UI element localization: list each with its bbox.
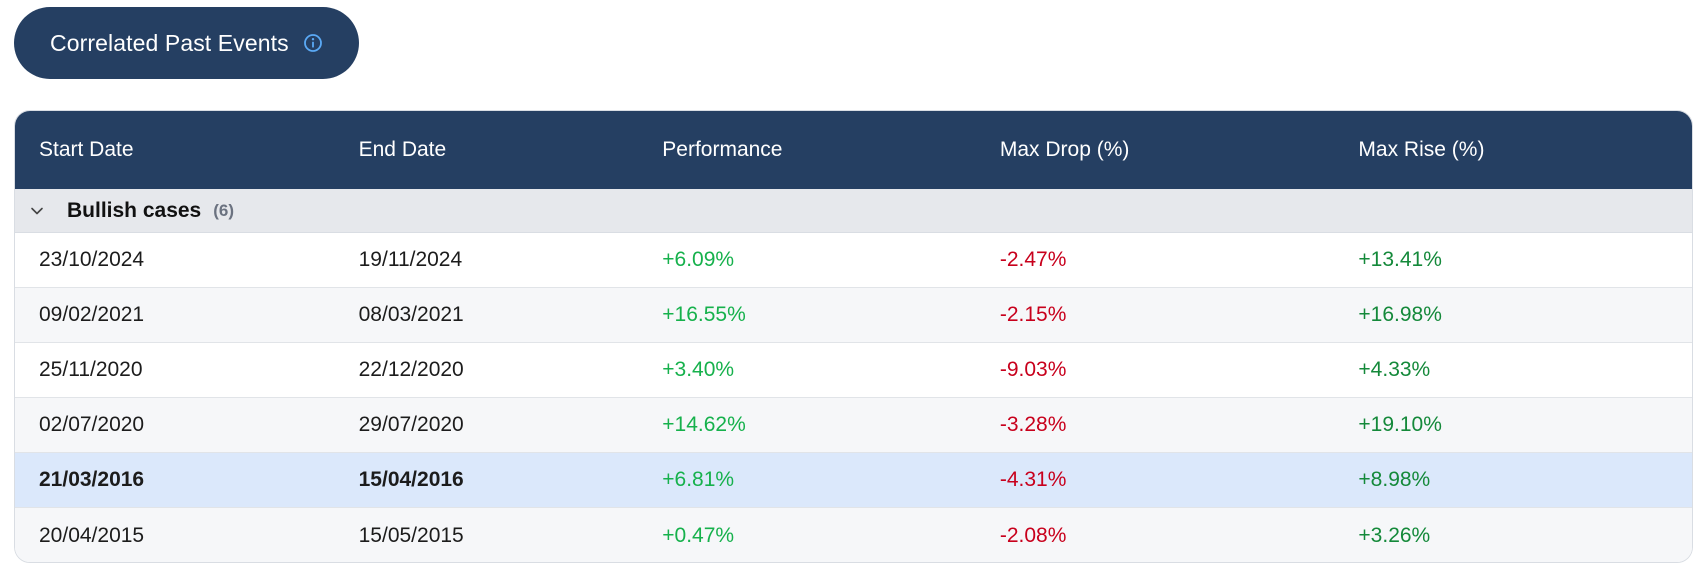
max-rise-value: +16.98% xyxy=(1358,303,1442,326)
end-date: 15/05/2015 xyxy=(358,523,464,547)
max-drop-value: -2.47% xyxy=(999,248,1067,271)
start-date: 21/03/2016 xyxy=(39,468,145,491)
end-date: 15/04/2016 xyxy=(358,468,464,491)
end-date: 19/11/2024 xyxy=(358,248,463,271)
start-date: 09/02/2021 xyxy=(39,303,145,326)
max-rise-value: +3.26% xyxy=(1358,523,1431,547)
info-icon[interactable] xyxy=(303,33,323,53)
column-header-start-date[interactable]: Start Date xyxy=(39,138,134,161)
column-header-max-rise[interactable]: Max Rise (%) xyxy=(1358,138,1485,161)
max-drop-value: -3.28% xyxy=(999,413,1067,436)
group-row-bullish-cases[interactable]: Bullish cases (6) xyxy=(15,189,1692,233)
performance-value: +3.40% xyxy=(662,358,735,381)
table-row[interactable]: 25/11/2020 22/12/2020 +3.40% -9.03% +4.3… xyxy=(15,343,1692,398)
section-title: Correlated Past Events xyxy=(50,29,289,56)
end-date: 29/07/2020 xyxy=(358,413,464,436)
performance-value: +6.81% xyxy=(662,468,735,491)
table-header: Start Date End Date Performance Max Drop… xyxy=(15,111,1692,189)
start-date: 25/11/2020 xyxy=(39,358,143,381)
max-rise-value: +8.98% xyxy=(1358,468,1431,491)
chevron-down-icon[interactable] xyxy=(25,199,49,223)
max-rise-value: +13.41% xyxy=(1358,248,1442,271)
performance-value: +0.47% xyxy=(662,523,735,547)
max-drop-value: -2.08% xyxy=(999,523,1067,547)
performance-value: +6.09% xyxy=(662,248,735,271)
start-date: 02/07/2020 xyxy=(39,413,145,436)
max-rise-value: +4.33% xyxy=(1358,358,1431,381)
max-drop-value: -2.15% xyxy=(999,303,1067,326)
table-row[interactable]: 23/10/2024 19/11/2024 +6.09% -2.47% +13.… xyxy=(15,233,1692,288)
correlated-past-events-header: Correlated Past Events xyxy=(14,7,359,79)
end-date: 22/12/2020 xyxy=(358,358,464,381)
max-rise-value: +19.10% xyxy=(1358,413,1442,436)
table-row[interactable]: 02/07/2020 29/07/2020 +14.62% -3.28% +19… xyxy=(15,398,1692,453)
group-count: (6) xyxy=(213,200,235,220)
table-row-selected[interactable]: 21/03/2016 15/04/2016 +6.81% -4.31% +8.9… xyxy=(15,453,1692,508)
start-date: 20/04/2015 xyxy=(39,523,145,547)
table-row[interactable]: 09/02/2021 08/03/2021 +16.55% -2.15% +16… xyxy=(15,288,1692,343)
column-header-end-date[interactable]: End Date xyxy=(358,138,447,161)
column-header-performance[interactable]: Performance xyxy=(662,138,783,161)
max-drop-value: -9.03% xyxy=(999,358,1067,381)
performance-value: +16.55% xyxy=(662,303,746,326)
performance-value: +14.62% xyxy=(662,413,746,436)
end-date: 08/03/2021 xyxy=(358,303,464,326)
start-date: 23/10/2024 xyxy=(39,248,145,271)
max-drop-value: -4.31% xyxy=(999,468,1067,491)
table-row[interactable]: 20/04/2015 15/05/2015 +0.47% -2.08% +3.2… xyxy=(15,508,1692,562)
column-header-max-drop[interactable]: Max Drop (%) xyxy=(999,138,1130,161)
group-label: Bullish cases xyxy=(67,198,202,222)
events-table: Start Date End Date Performance Max Drop… xyxy=(14,110,1693,563)
